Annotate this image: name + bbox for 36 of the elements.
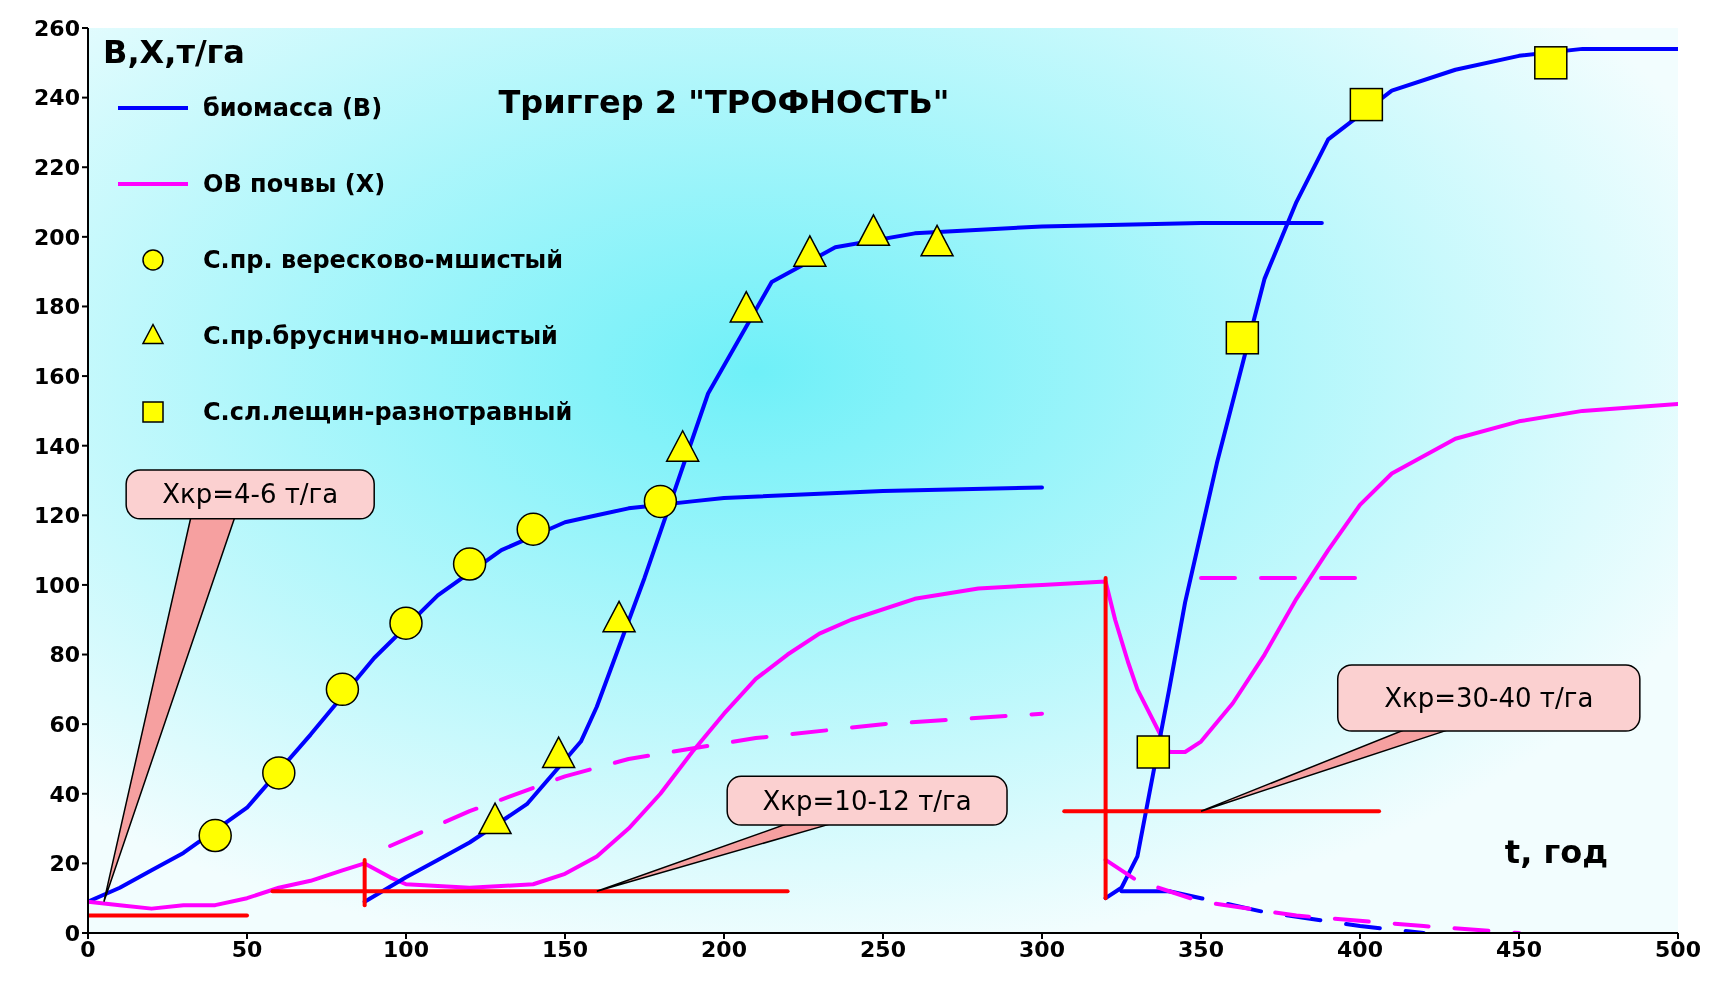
annotation: Xкр=4-6 т/га xyxy=(162,479,339,510)
legend-label: ОВ почвы (X) xyxy=(203,170,386,198)
legend-label: С.сл.лещин-разнотравный xyxy=(203,398,573,426)
y-tick-label: 160 xyxy=(34,363,80,389)
y-tick-label: 140 xyxy=(34,433,80,459)
x-tick-label: 150 xyxy=(542,936,588,962)
y-axis-title: B,X,т/га xyxy=(103,33,245,71)
annotation: Xкр=30-40 т/га xyxy=(1384,683,1594,714)
y-tick-label: 60 xyxy=(49,711,80,737)
y-tick-label: 240 xyxy=(34,85,80,111)
y-tick-label: 0 xyxy=(64,920,80,946)
legend-label: биомасса (B) xyxy=(203,94,383,122)
y-tick-label: 180 xyxy=(34,294,80,320)
legend-label: С.пр. вересково-мшистый xyxy=(203,246,564,274)
x-tick-label: 0 xyxy=(80,936,96,962)
x-tick-label: 250 xyxy=(860,936,906,962)
y-tick-label: 220 xyxy=(34,155,80,181)
y-tick-label: 40 xyxy=(49,781,80,807)
y-tick-label: 100 xyxy=(34,572,80,598)
x-tick-label: 100 xyxy=(383,936,429,962)
text: Триггер 2 "ТРОФНОСТЬ" xyxy=(498,83,950,121)
x-tick-label: 300 xyxy=(1019,936,1065,962)
x-tick-label: 350 xyxy=(1178,936,1224,962)
y-tick-label: 120 xyxy=(34,503,80,529)
x-tick-label: 500 xyxy=(1655,936,1701,962)
x-tick-label: 400 xyxy=(1337,936,1383,962)
x-axis-title: t, год xyxy=(1504,833,1608,871)
annotation: Xкр=10-12 т/га xyxy=(762,785,972,816)
x-tick-label: 450 xyxy=(1496,936,1542,962)
x-tick-label: 50 xyxy=(231,936,263,962)
legend-label: С.пр.бруснично-мшистый xyxy=(203,322,558,350)
y-tick-label: 20 xyxy=(49,851,80,877)
y-tick-label: 200 xyxy=(34,224,80,250)
x-tick-label: 200 xyxy=(701,936,747,962)
y-tick-label: 260 xyxy=(34,15,80,41)
y-tick-label: 80 xyxy=(49,642,80,668)
